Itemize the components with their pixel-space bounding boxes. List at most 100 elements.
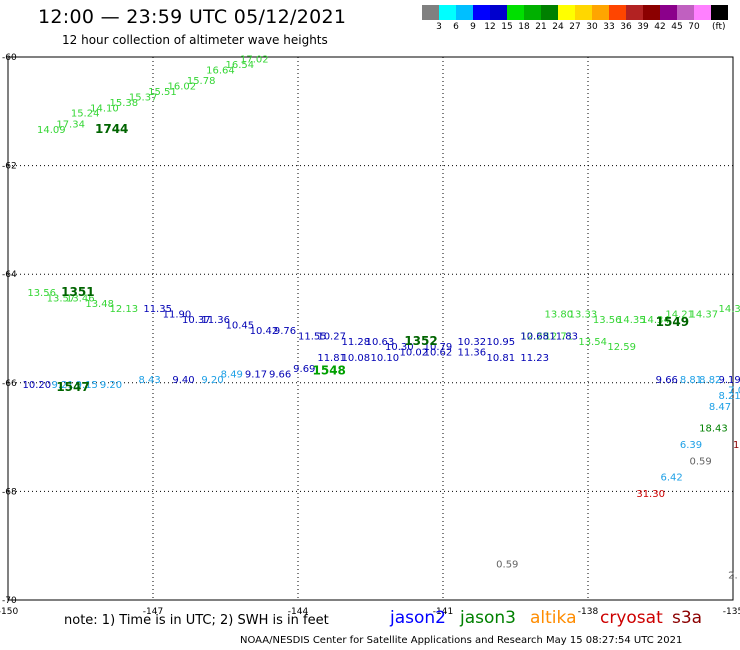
- data-point-label: 14.10: [90, 103, 119, 114]
- data-point-label: 13.48: [85, 299, 114, 310]
- data-point-label: 0.59: [496, 559, 518, 570]
- y-tick-label: -70: [2, 596, 17, 606]
- color-swatch: [507, 5, 524, 20]
- color-scale-tick-label: 70: [688, 22, 700, 32]
- data-point-label: 9.66: [269, 369, 291, 380]
- color-scale-tick-label: 30: [586, 22, 598, 32]
- time-label: 1351: [61, 285, 94, 299]
- color-swatch: [558, 5, 575, 20]
- data-point-label: 9.17: [245, 369, 267, 380]
- x-tick-label: -150: [0, 607, 18, 617]
- data-point-label: 14.09: [37, 125, 66, 136]
- data-point-label: 16.64: [206, 65, 235, 76]
- data-point-label: 15.24: [71, 109, 100, 120]
- color-scale-tick-label: 42: [654, 22, 666, 32]
- data-point-label: 10.27: [317, 331, 346, 342]
- time-label: 1549: [656, 315, 689, 329]
- data-point-label: 6.39: [680, 440, 702, 451]
- time-label: 1744: [95, 122, 128, 136]
- color-swatch: [694, 5, 711, 20]
- data-point-label: 17.02: [240, 54, 269, 65]
- data-point-label: 17.34: [56, 120, 85, 131]
- color-swatch: [439, 5, 456, 20]
- data-point-label: 10.32: [458, 337, 487, 348]
- data-point-label: 11.55: [298, 331, 327, 342]
- color-swatch: [643, 5, 660, 20]
- legend-satellite-jason2: jason2: [390, 608, 446, 628]
- data-point-label: 11.35: [143, 304, 172, 315]
- data-point-label: 15.78: [187, 76, 216, 87]
- data-point-label: 7.0: [728, 386, 740, 397]
- x-tick-label: -147: [143, 607, 163, 617]
- data-point-label: 13.54: [578, 337, 607, 348]
- data-point-label: 10.08: [342, 353, 371, 364]
- color-scale-tick-label: 27: [569, 22, 581, 32]
- data-point-label: 16.02: [168, 82, 197, 93]
- data-point-label: 11.90: [163, 310, 192, 321]
- data-point-label: 18.43: [699, 424, 728, 435]
- data-point-label: 12.25: [520, 331, 549, 342]
- data-point-label: 0.59: [690, 456, 712, 467]
- data-point-label: 14.34: [641, 315, 670, 326]
- footer-credit: NOAA/NESDIS Center for Satellite Applica…: [240, 635, 683, 646]
- data-point-label: 15.51: [148, 87, 177, 98]
- data-point-label: 14.3: [719, 304, 740, 315]
- data-point-label: 10.68: [520, 331, 549, 342]
- data-point-label: 31.30: [636, 489, 665, 500]
- color-scale-tick-label: 6: [453, 22, 459, 32]
- color-swatch: [660, 5, 677, 20]
- data-point-label: 9.69: [293, 364, 315, 375]
- data-point-label: 12.13: [110, 304, 139, 315]
- chart-title: 12:00 — 23:59 UTC 05/12/2021: [38, 6, 347, 28]
- data-point-label: 13.33: [569, 310, 598, 321]
- color-swatch: [524, 5, 541, 20]
- color-scale-tick-label: 9: [470, 22, 476, 32]
- data-point-label: 10.45: [226, 321, 255, 332]
- color-swatch: [422, 5, 439, 20]
- color-scale-tick-label: 45: [671, 22, 683, 32]
- data-point-label: 9.21: [52, 380, 74, 391]
- data-point-label: 2.: [728, 570, 738, 581]
- data-point-label: 9.40: [172, 375, 194, 386]
- color-swatch: [473, 5, 490, 20]
- data-point-label: 14.37: [690, 310, 719, 321]
- color-scale-tick-label: 3: [436, 22, 442, 32]
- color-scale-tick-label: 18: [518, 22, 530, 32]
- data-point-label: 10.79: [424, 342, 453, 353]
- time-label: 1352: [404, 334, 437, 348]
- y-tick-label: -66: [2, 379, 17, 389]
- data-point-label: 10.02: [400, 348, 429, 359]
- data-point-label: 11.28: [342, 337, 371, 348]
- x-tick-label: -141: [433, 607, 453, 617]
- color-scale-labels: 3 6 9 12 15 18 21 24 27 30 33 36 39 42 45 70: [422, 22, 740, 34]
- color-swatch: [541, 5, 558, 20]
- x-tick-label: -144: [288, 607, 309, 617]
- data-point-label: 8.82: [699, 375, 721, 386]
- color-scale-tick-label: 15: [501, 22, 513, 32]
- legend-satellite-cryosat: cryosat: [600, 608, 663, 628]
- color-swatch: [626, 5, 643, 20]
- data-point-label: 13.56: [593, 315, 622, 326]
- data-point-label: 14.21: [665, 310, 694, 321]
- y-tick-label: -68: [2, 487, 17, 497]
- data-point-label: 10.37: [182, 315, 211, 326]
- data-point-label: 6.42: [661, 473, 683, 484]
- data-point-label: 11.81: [317, 353, 346, 364]
- data-point-label: 15.37: [129, 92, 158, 103]
- data-point-label: 11.36: [458, 348, 487, 359]
- color-scale-tick-label: 24: [552, 22, 564, 32]
- legend-satellite-jason3: jason3: [460, 608, 516, 628]
- data-point-label: 9.20: [100, 380, 122, 391]
- data-point-label: 13.46: [66, 293, 95, 304]
- legend-satellite-s3a: s3a: [672, 608, 703, 628]
- data-point-label: 13.56: [27, 288, 56, 299]
- chart-subtitle: 12 hour collection of altimeter wave hei…: [62, 33, 328, 47]
- data-point-label: 13.57: [47, 293, 76, 304]
- data-point-label: 10.81: [487, 353, 516, 364]
- data-point-label: 15.38: [110, 98, 139, 109]
- data-point-label: 10.30: [385, 342, 414, 353]
- color-scale-tick-label: 33: [603, 22, 615, 32]
- data-point-label: 11.36: [201, 315, 230, 326]
- color-swatch: [711, 5, 728, 20]
